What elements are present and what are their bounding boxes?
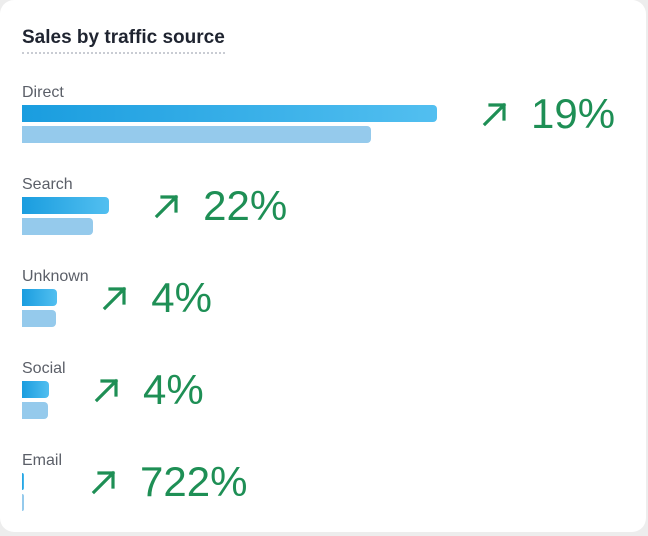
category-label-search: Search xyxy=(22,176,73,193)
bar-previous-email[interactable] xyxy=(22,494,24,511)
change-value-unknown: 4% xyxy=(151,274,212,321)
chart-title[interactable]: Sales by traffic source xyxy=(22,27,225,54)
change-indicator-unknown: 4% xyxy=(99,268,212,328)
arrow-up-right-icon xyxy=(103,286,127,311)
bar-current-email[interactable] xyxy=(22,473,24,490)
bar-previous-unknown[interactable] xyxy=(22,310,56,327)
arrow-up-right-icon xyxy=(91,470,116,495)
row-search: Search 22% xyxy=(22,176,632,256)
arrow-up-right-icon xyxy=(154,194,179,219)
arrow-up-right-icon xyxy=(482,102,507,127)
bar-previous-social[interactable] xyxy=(22,402,49,419)
category-label-unknown: Unknown xyxy=(22,268,89,285)
change-indicator-search: 22% xyxy=(151,176,287,236)
row-social: Social 4% xyxy=(22,360,632,440)
change-value-social: 4% xyxy=(142,366,204,413)
category-label-email: Email xyxy=(22,452,63,469)
row-direct: Direct 19% xyxy=(22,84,632,164)
bar-current-direct[interactable] xyxy=(22,105,437,122)
change-value-email: 722% xyxy=(140,458,248,505)
change-value-direct: 19% xyxy=(531,90,616,137)
bar-current-social[interactable] xyxy=(22,381,49,398)
row-unknown: Unknown 4% xyxy=(22,268,632,348)
change-value-search: 22% xyxy=(203,182,288,229)
category-label-social: Social xyxy=(22,360,66,377)
bar-current-search[interactable] xyxy=(22,197,110,214)
change-indicator-email: 722% xyxy=(88,452,247,512)
bar-previous-direct[interactable] xyxy=(22,126,371,143)
row-email: Email 722% xyxy=(22,452,632,532)
arrow-up-right-icon xyxy=(94,378,119,403)
change-indicator-direct: 19% xyxy=(479,84,615,144)
change-indicator-social: 4% xyxy=(91,360,204,420)
bar-previous-search[interactable] xyxy=(22,218,94,235)
bar-current-unknown[interactable] xyxy=(22,289,58,306)
category-label-direct: Direct xyxy=(22,84,64,101)
